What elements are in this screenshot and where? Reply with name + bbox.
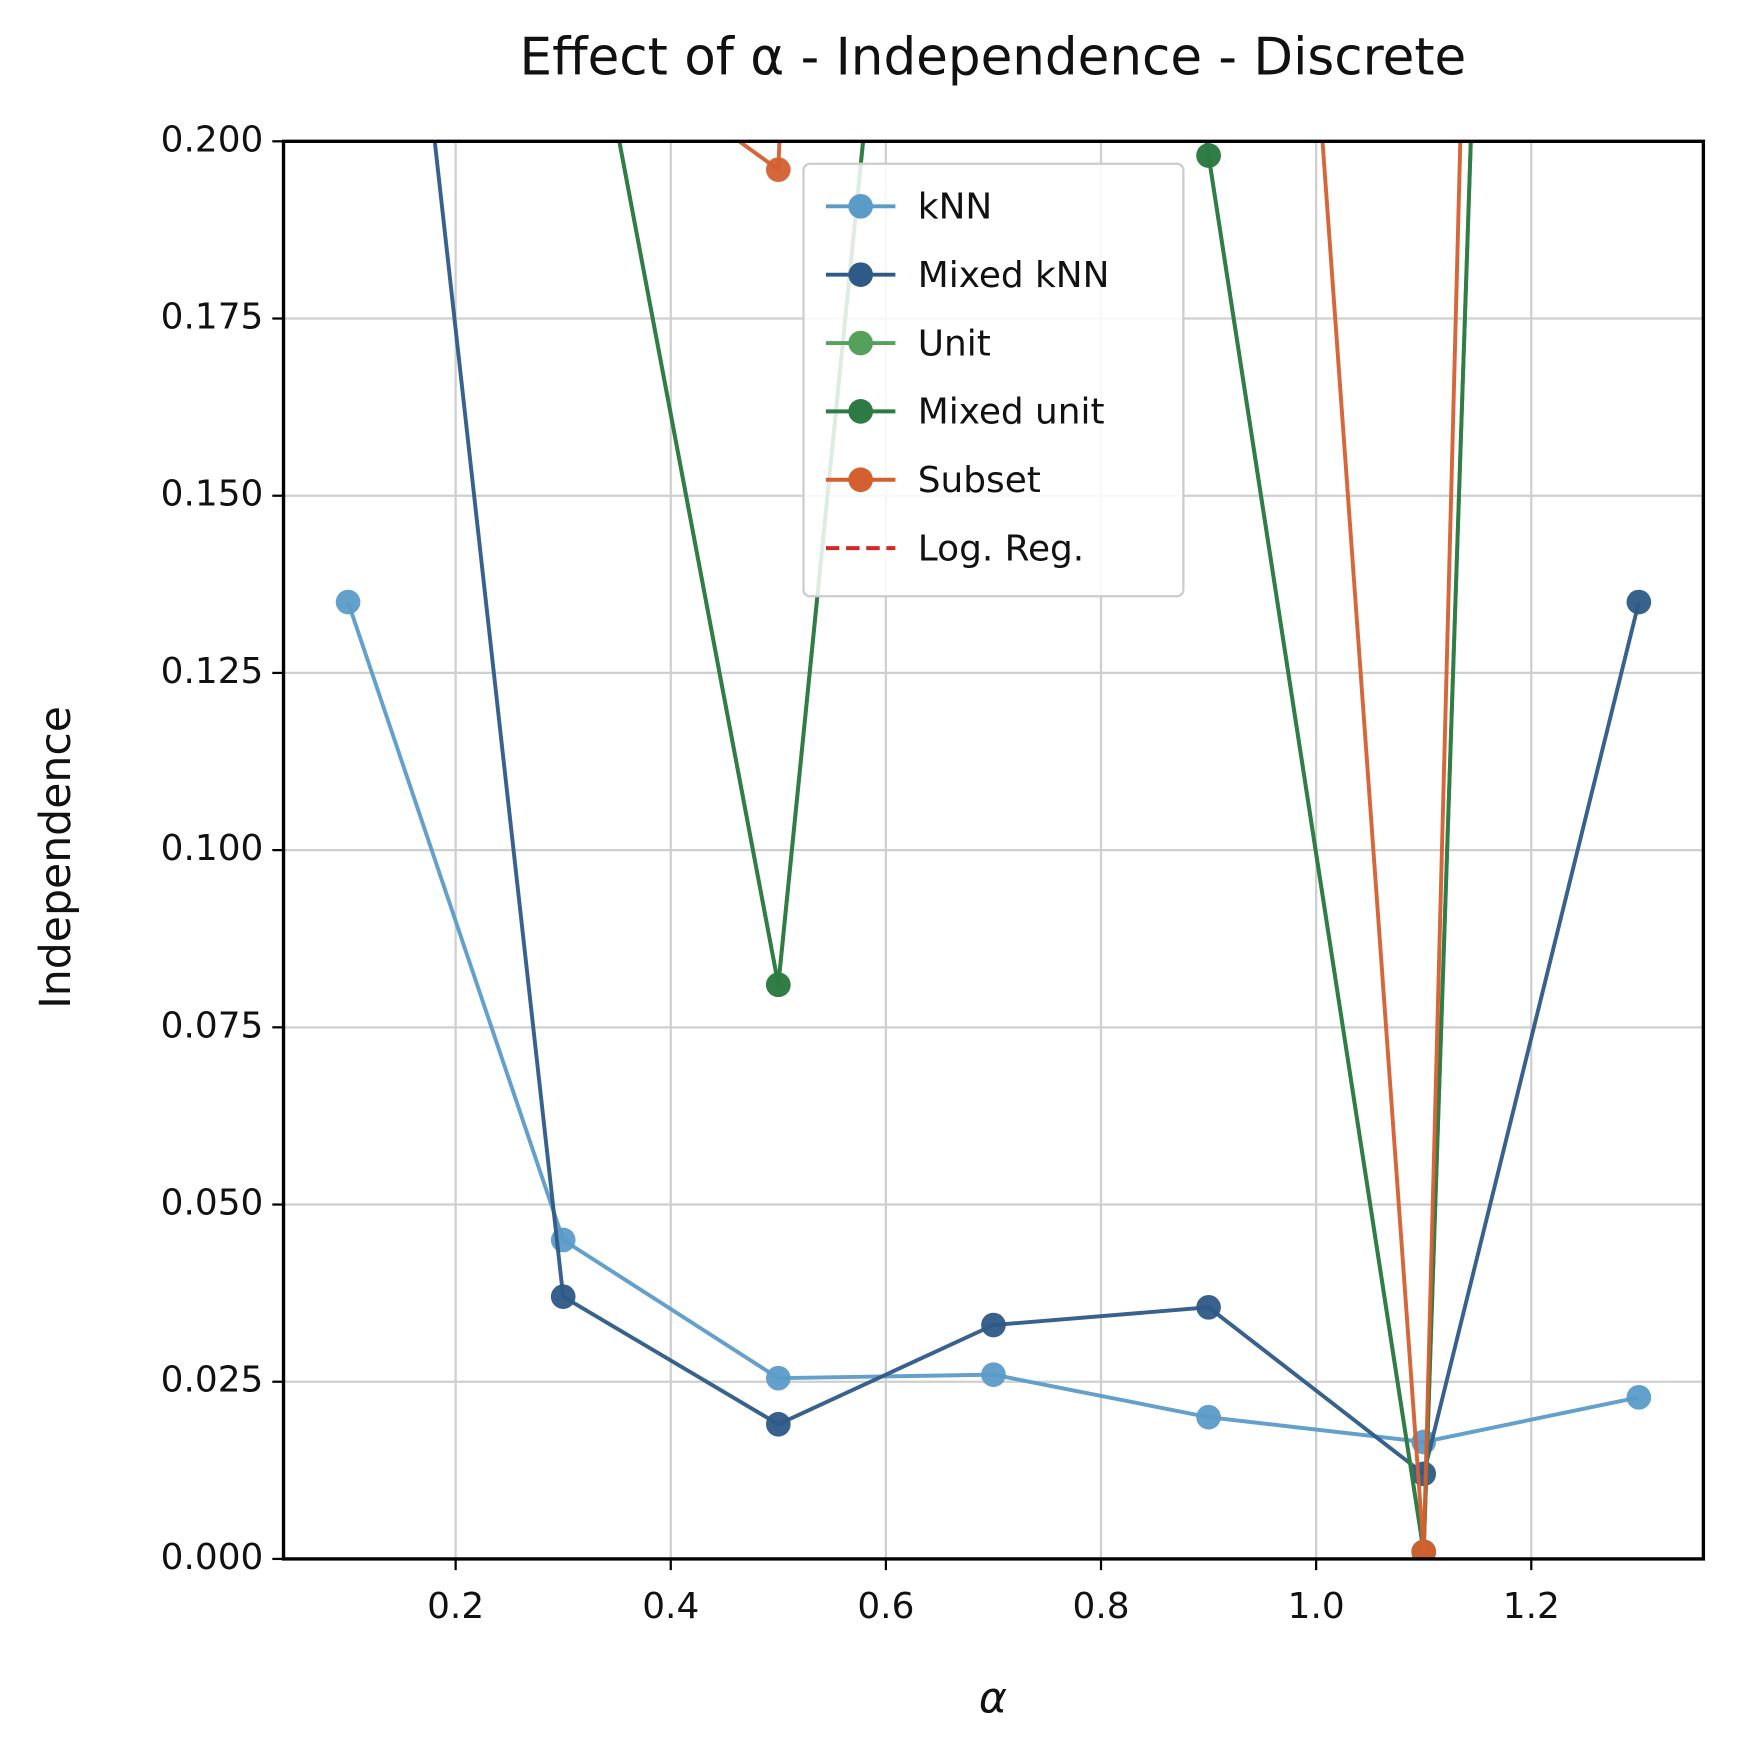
legend-label: Log. Reg. bbox=[918, 528, 1084, 569]
y-tick-label: 0.075 bbox=[161, 1005, 264, 1046]
data-point bbox=[981, 1312, 1006, 1338]
data-point bbox=[981, 1362, 1006, 1387]
legend-label: Mixed kNN bbox=[918, 255, 1110, 296]
data-point bbox=[1626, 1384, 1652, 1410]
data-point bbox=[1196, 143, 1221, 168]
y-tick-label: 0.125 bbox=[161, 651, 264, 692]
x-tick-label: 0.4 bbox=[642, 1586, 699, 1627]
data-point bbox=[1626, 589, 1652, 615]
data-point bbox=[550, 1284, 576, 1309]
y-tick-label: 0.175 bbox=[161, 297, 264, 338]
x-tick-label: 1.2 bbox=[1503, 1586, 1560, 1627]
y-tick-label: 0.000 bbox=[161, 1537, 264, 1578]
chart-title: Effect of α - Independence - Discrete bbox=[520, 28, 1467, 88]
legend-marker bbox=[848, 193, 873, 219]
legend-label: Unit bbox=[918, 323, 991, 364]
legend-marker bbox=[848, 467, 873, 493]
data-point bbox=[765, 972, 791, 998]
data-point bbox=[335, 589, 361, 615]
data-point bbox=[551, 1, 576, 26]
y-tick-label: 0.025 bbox=[161, 1360, 264, 1401]
legend-box bbox=[802, 162, 1185, 598]
y-tick-label: 0.100 bbox=[161, 828, 264, 869]
data-point bbox=[1411, 1539, 1437, 1559]
x-tick-label: 0.2 bbox=[427, 1586, 484, 1627]
legend-label: Subset bbox=[918, 460, 1041, 501]
legend-marker bbox=[848, 262, 873, 287]
legend-marker bbox=[848, 399, 873, 424]
legend-marker bbox=[848, 330, 873, 356]
data-point bbox=[765, 1411, 791, 1437]
y-tick-label: 0.200 bbox=[161, 119, 264, 160]
data-point bbox=[1196, 1404, 1221, 1430]
x-tick-label: 1.0 bbox=[1288, 1586, 1345, 1627]
x-axis-label: α bbox=[979, 1674, 1007, 1724]
x-tick-label: 0.6 bbox=[857, 1586, 914, 1627]
legend-label: kNN bbox=[918, 187, 992, 228]
x-tick-label: 0.8 bbox=[1073, 1586, 1130, 1627]
y-axis-label: Independence bbox=[31, 706, 81, 1009]
y-tick-label: 0.150 bbox=[161, 474, 264, 515]
data-point bbox=[765, 157, 791, 182]
y-tick-label: 0.050 bbox=[161, 1183, 264, 1224]
data-point bbox=[1196, 1294, 1221, 1320]
legend-label: Mixed unit bbox=[918, 392, 1105, 433]
data-point bbox=[765, 1365, 791, 1391]
